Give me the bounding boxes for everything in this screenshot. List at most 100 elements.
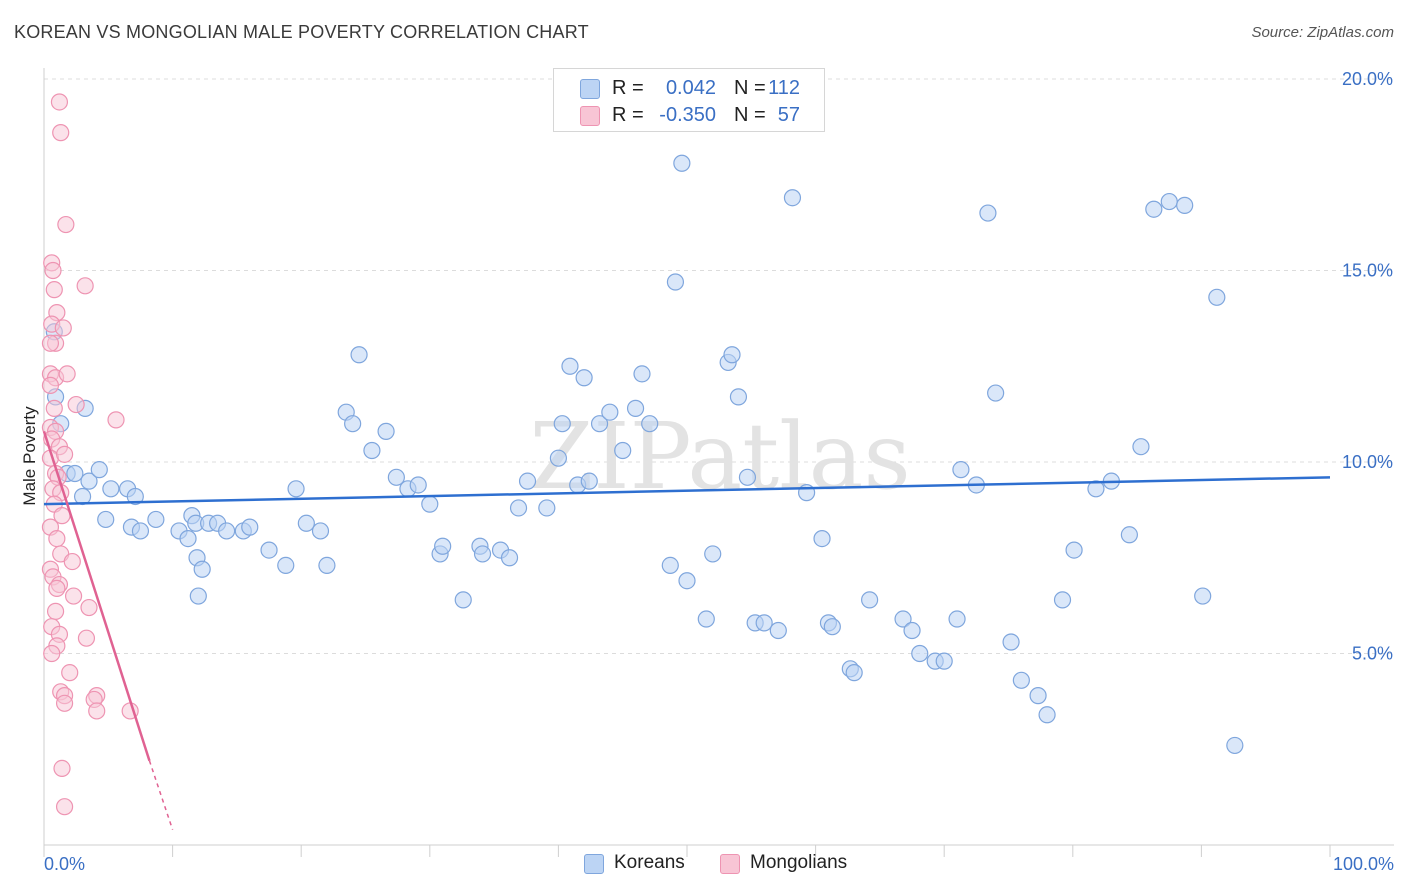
korean-point	[575, 369, 593, 387]
korean-point	[193, 560, 211, 578]
legend-label-mongolians: Mongolians	[750, 852, 848, 873]
korean-point	[813, 529, 831, 548]
korean-point	[1065, 541, 1083, 559]
korean-point	[66, 464, 84, 483]
mongolian-point	[55, 798, 74, 816]
korean-point	[1208, 288, 1226, 306]
korean-swatch	[584, 854, 604, 874]
mongolian-point	[48, 529, 66, 548]
korean-trend-line	[43, 476, 1331, 506]
korean-point	[509, 499, 528, 517]
korean-point	[633, 365, 651, 383]
korean-point	[704, 545, 722, 563]
korean-point	[590, 415, 609, 433]
korean-point	[553, 415, 571, 433]
x-tick-label-min: 0.0%	[44, 854, 85, 874]
chart-title: KOREAN VS MONGOLIAN MALE POVERTY CORRELA…	[14, 22, 589, 42]
korean-point	[561, 357, 579, 375]
korean-point	[1038, 706, 1056, 724]
korean-point	[614, 441, 632, 460]
y-tick-label: 15.0%	[1342, 261, 1393, 281]
korean-point	[189, 587, 207, 605]
korean-point	[1132, 438, 1150, 456]
korean-point	[755, 614, 773, 632]
korean-point	[723, 346, 741, 364]
korean-point	[729, 388, 748, 406]
korean-point	[179, 529, 197, 548]
mongolian-point	[45, 281, 63, 299]
korean-point	[350, 346, 368, 364]
source-label: Source: ZipAtlas.com	[1251, 24, 1394, 41]
x-tick-label-max: 100.0%	[1333, 854, 1394, 874]
mongolian-point	[63, 552, 81, 571]
korean-point	[1194, 587, 1212, 605]
korean-point	[601, 403, 619, 421]
korean-point	[894, 610, 912, 628]
mongolian-point	[67, 395, 85, 414]
mongolian-trend-extension	[148, 760, 174, 830]
y-tick-label: 10.0%	[1342, 452, 1393, 472]
korean-point	[277, 556, 295, 575]
legend-row-koreans: R = 0.042 N = 112	[554, 75, 824, 101]
korean-point	[218, 522, 236, 540]
mongolian-point	[77, 629, 96, 647]
korean-point	[318, 556, 336, 575]
y-axis-title: Male Poverty	[20, 406, 39, 506]
korean-point	[377, 422, 395, 440]
legend-n-value: 112	[768, 77, 800, 99]
korean-point	[387, 468, 405, 486]
mongolian-point	[52, 124, 70, 142]
korean-point	[935, 652, 953, 670]
y-tick-label: 20.0%	[1342, 69, 1393, 89]
series-legend: Koreans Mongolians	[0, 852, 1406, 878]
mongolian-point	[88, 702, 106, 720]
mongolian-swatch	[580, 106, 600, 126]
korean-point	[409, 476, 427, 494]
korean-point	[454, 591, 472, 609]
legend-n-value: 57	[777, 104, 800, 126]
mongolian-point	[41, 334, 60, 352]
legend-r-label: R =	[612, 104, 644, 126]
grid-lines	[44, 78, 1394, 654]
mongolian-swatch	[720, 854, 740, 874]
korean-point	[363, 441, 381, 460]
mongolian-point	[53, 759, 71, 778]
korean-point	[538, 499, 556, 517]
korean-point	[1120, 526, 1138, 544]
stats-legend: R = 0.042 N = 112 R = -0.350 N = 57	[553, 68, 825, 132]
korean-point	[1160, 192, 1178, 211]
mongolian-point	[45, 399, 63, 417]
mongolian-point	[55, 445, 74, 463]
mongolian-point	[107, 411, 125, 429]
korean-point	[241, 518, 259, 536]
trend-lines	[42, 430, 1331, 830]
korean-point	[287, 480, 305, 498]
korean-point	[641, 415, 659, 433]
korean-point	[1226, 736, 1244, 755]
y-tick-label: 5.0%	[1352, 644, 1393, 664]
korean-point	[979, 204, 997, 222]
korean-point	[861, 591, 879, 609]
korean-point	[434, 537, 452, 555]
mongolian-point	[64, 587, 83, 605]
korean-point	[666, 273, 685, 291]
korean-point	[952, 461, 970, 479]
korean-point	[311, 522, 330, 540]
korean-point	[580, 472, 598, 490]
korean-point	[102, 480, 120, 498]
y-tick-labels: 5.0% 10.0% 15.0% 20.0%	[1342, 69, 1393, 664]
mongolian-point	[43, 644, 61, 663]
korean-point	[1002, 633, 1020, 651]
korean-point	[131, 522, 150, 540]
korean-point	[823, 618, 841, 636]
mongolian-point	[80, 598, 98, 617]
legend-r-label: R =	[612, 77, 644, 99]
korean-point	[738, 468, 757, 486]
mongolian-trend-line	[42, 430, 151, 762]
korean-swatch	[580, 79, 600, 99]
legend-r-value: -0.350	[659, 104, 716, 126]
korean-point	[678, 572, 696, 590]
korean-point	[769, 621, 787, 640]
mongolian-point	[50, 93, 69, 111]
